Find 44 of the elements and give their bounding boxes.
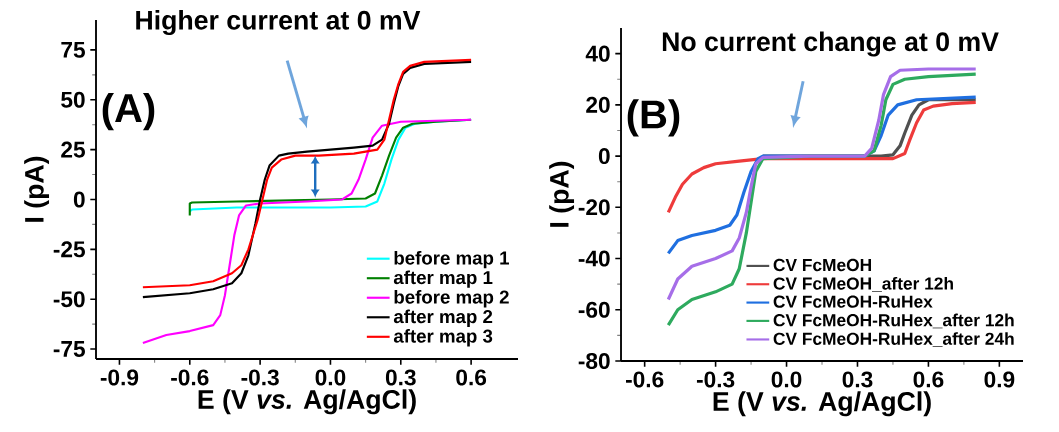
y-tick-label: -50 (53, 291, 85, 308)
y-tick-label: -75 (53, 341, 85, 357)
legend-label: after map 1 (393, 270, 493, 288)
y-tick-label: -60 (578, 301, 610, 318)
legend-label: CV FcMeOH (773, 258, 871, 272)
legend-label: CV FcMeOH_after 12h (773, 276, 953, 292)
x-tick-label: 0.6 (456, 369, 487, 386)
x-tick-label: 0.3 (842, 371, 873, 388)
y-tick-label: 40 (585, 45, 610, 62)
annotation: Higher current at 0 mV (136, 10, 421, 36)
x-tick-label: 0.0 (315, 369, 346, 386)
x-tick-label: -0.3 (696, 371, 735, 388)
legend-label: CV FcMeOH-RuHex_after 12h (773, 313, 1014, 329)
x-tick-label: -0.6 (171, 369, 209, 386)
y-axis-title: I (pA) (24, 156, 50, 222)
y-tick-label: -80 (578, 352, 610, 370)
y-axis-title: I (pA) (549, 161, 575, 227)
y-tick-label: 0 (598, 148, 610, 165)
x-axis-title: E (V vs. Ag/AgCl) (713, 391, 931, 417)
legend-label: before map 1 (394, 250, 509, 269)
annotation: (B) (627, 99, 680, 137)
x-tick-label: 0.6 (913, 371, 944, 388)
x-axis-title: E (V vs. Ag/AgCl) (198, 389, 416, 415)
x-tick-label: -0.9 (100, 369, 139, 386)
y-tick-label: 25 (61, 141, 85, 158)
y-tick-label: -25 (53, 241, 85, 258)
y-tick-label: -40 (578, 250, 610, 267)
legend-label: CV FcMeOH-RuHex_after 24h (773, 332, 1014, 347)
y-tick-label: 0 (73, 191, 85, 208)
y-tick-label: 20 (586, 96, 610, 113)
legend-label: after map 3 (393, 329, 493, 347)
x-tick-label: -0.6 (626, 371, 664, 388)
legend-label: after map 2 (393, 309, 493, 327)
legend-label: before map 2 (394, 289, 509, 308)
legend-label: CV FcMeOH-RuHex (773, 295, 933, 308)
annotation: (A) (102, 92, 155, 131)
annotation: No current change at 0 mV (662, 31, 999, 57)
y-tick-label: 50 (61, 91, 85, 108)
x-tick-label: 0.3 (385, 369, 416, 386)
x-tick-label: -0.3 (241, 369, 279, 386)
x-tick-label: 0.9 (984, 371, 1015, 388)
x-tick-label: 0.0 (771, 371, 802, 388)
y-tick-label: -20 (578, 199, 610, 216)
y-tick-label: 75 (61, 42, 85, 58)
